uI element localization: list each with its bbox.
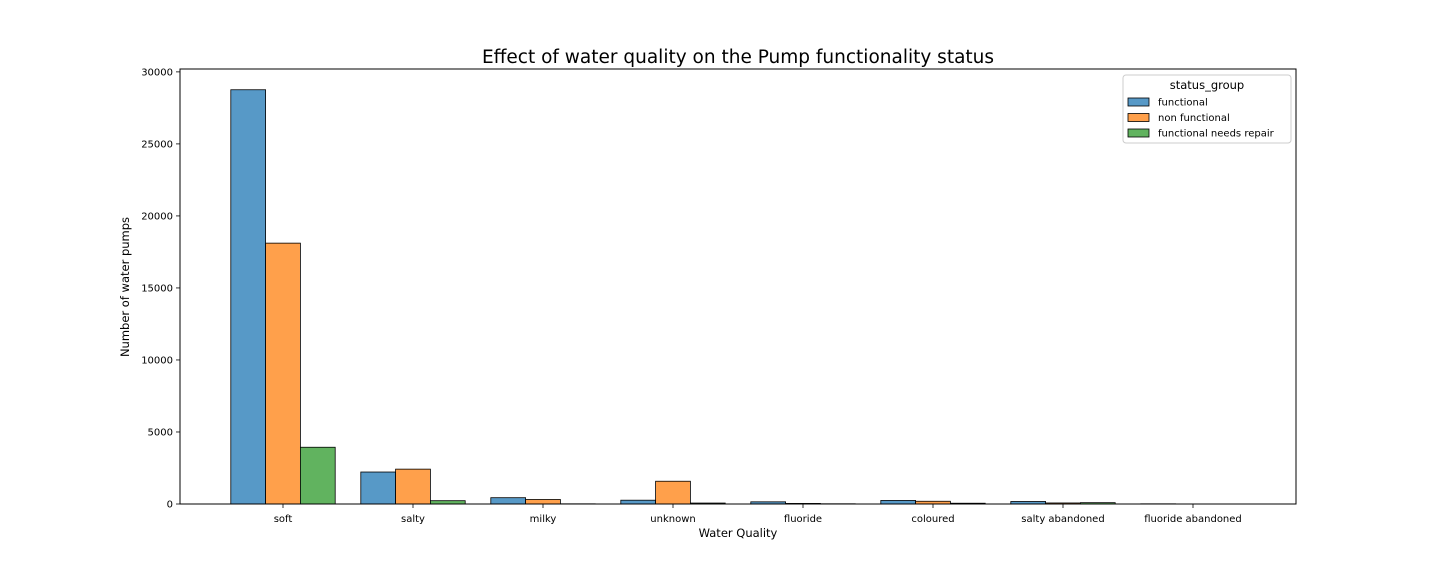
x-tick-label: milky (530, 514, 557, 525)
y-tick-label: 0 (167, 500, 173, 511)
bar-unknown-functional (621, 500, 656, 504)
y-axis: 0 5000 10000 15000 20000 25000 30000 (141, 67, 180, 510)
legend-label: non functional (1158, 113, 1230, 124)
y-tick-label: 5000 (148, 427, 173, 438)
legend-swatch (1128, 98, 1149, 106)
x-tick-label: fluoride abandoned (1144, 514, 1242, 525)
x-axis: soft salty milky unknown fluoride coloured sal… (274, 504, 1242, 525)
bar-salty-non-functional (396, 469, 431, 504)
y-tick-label: 25000 (141, 139, 173, 150)
y-tick-label: 10000 (141, 355, 173, 366)
bars-layer (231, 90, 1245, 504)
legend-title: status_group (1170, 78, 1245, 92)
bar-milky-functional (491, 498, 526, 504)
legend-label: functional (1158, 98, 1208, 109)
bar-unknown-non-functional (656, 481, 691, 504)
bar-milky-non-functional (526, 499, 561, 504)
x-tick-label: salty (401, 514, 425, 525)
y-tick-label: 20000 (141, 211, 173, 222)
x-axis-label: Water Quality (699, 526, 778, 540)
chart-title: Effect of water quality on the Pump func… (482, 47, 994, 68)
x-tick-label: fluoride (784, 514, 822, 525)
legend-label: functional needs repair (1158, 129, 1275, 140)
bar-soft-functional-needs-repair (300, 447, 335, 504)
y-axis-label: Number of water pumps (118, 217, 132, 357)
bar-coloured-functional (881, 500, 916, 504)
y-tick-label: 30000 (141, 67, 173, 78)
legend-swatch (1128, 129, 1149, 137)
x-tick-label: unknown (650, 514, 695, 525)
x-tick-label: soft (274, 514, 293, 525)
bar-soft-non-functional (266, 243, 301, 504)
bar-soft-functional (231, 90, 266, 504)
bar-salty-functional (361, 472, 396, 504)
x-tick-label: salty abandoned (1021, 514, 1104, 525)
legend: status_group functional non functional fun… (1123, 75, 1291, 143)
x-tick-label: coloured (911, 514, 954, 525)
legend-swatch (1128, 114, 1149, 122)
y-tick-label: 15000 (141, 283, 173, 294)
